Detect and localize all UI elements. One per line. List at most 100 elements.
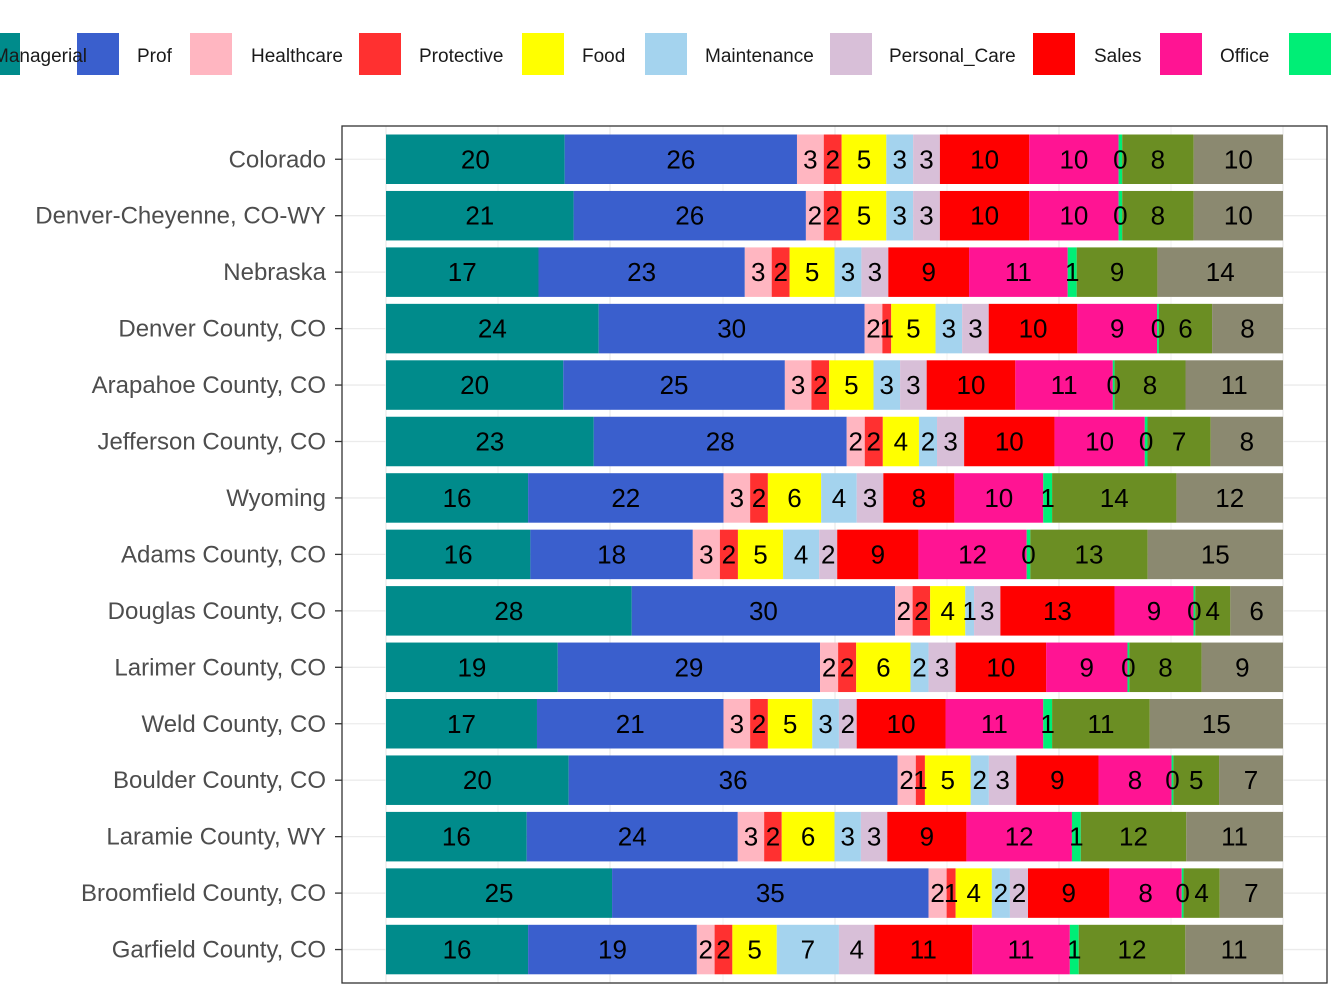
segment-label: 2 xyxy=(716,935,730,965)
bar-segment xyxy=(1009,868,1029,918)
legend-key xyxy=(645,33,687,75)
segment-label: 2 xyxy=(994,878,1008,908)
segment-label: 8 xyxy=(1151,201,1165,231)
segment-label: 10 xyxy=(984,483,1013,513)
segment-label: 9 xyxy=(921,257,935,287)
segment-label: 4 xyxy=(794,539,808,569)
bar-segment xyxy=(1016,755,1099,805)
segment-label: 12 xyxy=(1005,822,1034,852)
bar-segment xyxy=(1181,868,1184,918)
bar-segment xyxy=(1157,247,1283,297)
bar-segment xyxy=(1193,134,1283,184)
segment-label: 5 xyxy=(857,201,871,231)
bar-segment xyxy=(723,473,751,523)
segment-label: 10 xyxy=(1224,201,1253,231)
segment-label: 1 xyxy=(1040,483,1054,513)
segment-label: 12 xyxy=(1215,483,1244,513)
bar-segment xyxy=(888,247,970,297)
segment-label: 3 xyxy=(919,144,933,174)
bar-segment xyxy=(530,529,693,580)
segment-label: 3 xyxy=(791,370,805,400)
bar-segment xyxy=(918,529,1027,580)
bar-segment xyxy=(1080,811,1187,862)
legend-key xyxy=(830,33,872,75)
y-axis: Colorado Denver-Cheyenne, CO-WY Nebraska De… xyxy=(35,146,342,964)
segment-label: 6 xyxy=(1249,596,1263,626)
bar-segment xyxy=(861,247,889,297)
legend-label: Sales xyxy=(1094,46,1142,67)
y-tick-label: Larimer County, CO xyxy=(114,654,326,681)
bar-segment xyxy=(873,360,901,410)
segment-label: 8 xyxy=(1158,652,1172,682)
bar-segment xyxy=(819,529,838,580)
bar-segment xyxy=(719,529,738,580)
bar-segment xyxy=(1185,924,1283,975)
segment-label: 11 xyxy=(1221,370,1248,400)
legend-label: Managerial xyxy=(0,46,87,67)
bar-segment xyxy=(918,416,938,467)
bar-segment xyxy=(1171,755,1174,805)
bar-segment xyxy=(776,924,839,975)
segment-label: 5 xyxy=(857,144,871,174)
bar-segment xyxy=(528,473,724,523)
bar-segment xyxy=(834,811,861,862)
segment-label: 9 xyxy=(1061,878,1075,908)
bar-segment xyxy=(883,473,955,523)
bar-segment xyxy=(837,529,919,580)
segment-label: 0 xyxy=(1151,314,1165,344)
bar-segment xyxy=(1122,190,1194,241)
segment-label: 3 xyxy=(699,539,713,569)
bar-segment xyxy=(1157,303,1159,354)
bar-segment xyxy=(564,134,797,184)
segment-label: 2 xyxy=(930,878,944,908)
segment-label: 4 xyxy=(967,878,981,908)
segment-label: 3 xyxy=(880,370,894,400)
segment-label: 35 xyxy=(756,878,785,908)
segment-label: 29 xyxy=(674,652,703,682)
bar-segment xyxy=(1000,586,1115,636)
bar-segment xyxy=(386,811,527,862)
segment-label: 14 xyxy=(1206,257,1235,287)
segment-label: 36 xyxy=(719,765,748,795)
segment-label: 23 xyxy=(627,257,656,287)
segment-label: 20 xyxy=(463,765,492,795)
bar-segment xyxy=(1118,190,1123,241)
segment-label: 12 xyxy=(1119,822,1148,852)
y-tick-label: Broomfield County, CO xyxy=(81,880,326,907)
bar-segment xyxy=(593,416,847,467)
legend-key xyxy=(1160,33,1202,75)
segment-label: 0 xyxy=(1139,427,1153,457)
segment-label: 10 xyxy=(1224,144,1253,174)
y-tick-label: Adams County, CO xyxy=(121,541,326,568)
bar-segment xyxy=(723,699,751,749)
segment-label: 2 xyxy=(841,709,855,739)
bar-segment xyxy=(1052,699,1150,749)
segment-label: 2 xyxy=(822,652,836,682)
bar-segment xyxy=(846,416,865,467)
segment-label: 3 xyxy=(841,257,855,287)
segment-label: 10 xyxy=(887,709,916,739)
segment-label: 9 xyxy=(1050,765,1064,795)
bar-segment xyxy=(1193,190,1283,241)
bar-segment xyxy=(1029,190,1119,241)
segment-label: 3 xyxy=(840,822,854,852)
segment-label: 10 xyxy=(970,201,999,231)
y-tick-label: Garfield County, CO xyxy=(112,937,326,964)
bar-segment xyxy=(386,190,574,241)
bar-segment xyxy=(386,868,613,918)
legend-label: Prof xyxy=(137,46,173,67)
segment-label: 3 xyxy=(867,822,881,852)
segment-label: 4 xyxy=(894,427,908,457)
segment-label: 3 xyxy=(818,709,832,739)
segment-label: 3 xyxy=(942,314,956,344)
segment-label: 5 xyxy=(753,539,767,569)
bar-segment xyxy=(891,303,936,354)
bar-segment xyxy=(1052,473,1177,523)
segment-label: 11 xyxy=(1221,822,1248,852)
segment-label: 0 xyxy=(1175,878,1189,908)
segment-label: 11 xyxy=(1087,709,1114,739)
segment-label: 2 xyxy=(921,427,935,457)
segment-label: 3 xyxy=(744,822,758,852)
bar-segment xyxy=(696,924,715,975)
